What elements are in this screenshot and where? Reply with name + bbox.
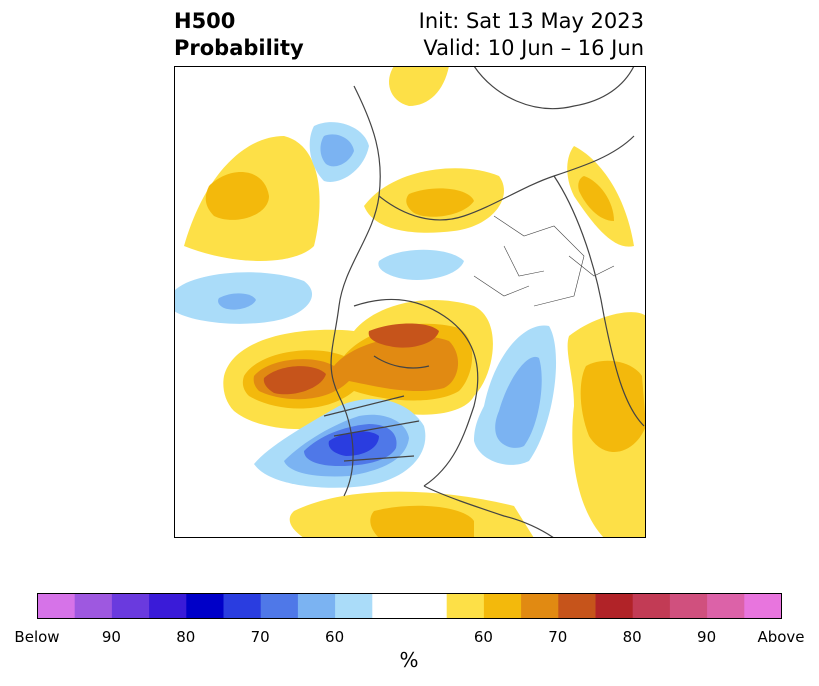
colorbar-swatch bbox=[335, 593, 373, 619]
title-variable: H500 bbox=[174, 9, 236, 33]
below-anomaly-north-pacific bbox=[174, 272, 313, 324]
colorbar-swatch bbox=[521, 593, 559, 619]
below-anomaly-west-atlantic bbox=[474, 325, 557, 465]
colorbar-tick-label: 80 bbox=[622, 628, 642, 646]
above-anomaly-canada bbox=[223, 300, 493, 430]
colorbar-unit-label: % bbox=[399, 648, 419, 672]
colorbar-tick-label: Above bbox=[757, 628, 805, 646]
colorbar-tick-label: 80 bbox=[176, 628, 196, 646]
colorbar-swatch bbox=[260, 593, 299, 619]
colorbar-tick-label: 60 bbox=[473, 628, 493, 646]
colorbar-swatch bbox=[297, 593, 336, 619]
colorbar-tick-label: 90 bbox=[697, 628, 717, 646]
below-anomaly-east-siberia bbox=[309, 122, 369, 182]
colorbar-swatch bbox=[669, 593, 708, 619]
colorbar-swatch bbox=[372, 593, 410, 619]
colorbar-swatch bbox=[223, 593, 262, 619]
colorbar-frame bbox=[37, 593, 782, 619]
colorbar-swatch bbox=[186, 593, 224, 619]
colorbar-swatch bbox=[74, 593, 113, 619]
colorbar-swatch bbox=[446, 593, 485, 619]
valid-range-label: Valid: 10 Jun – 16 Jun bbox=[423, 36, 644, 60]
colorbar-swatch bbox=[595, 593, 634, 619]
coastlines bbox=[323, 66, 645, 538]
map-frame bbox=[174, 66, 646, 538]
colorbar-tick-label: 60 bbox=[325, 628, 345, 646]
map-title: H500 Probability bbox=[174, 8, 304, 62]
map-dates: Init: Sat 13 May 2023 Valid: 10 Jun – 16… bbox=[419, 8, 644, 62]
colorbar-tick-label: 90 bbox=[101, 628, 121, 646]
below-anomaly-arctic-ocean bbox=[378, 249, 464, 281]
colorbar-swatch bbox=[149, 593, 187, 619]
colorbar-swatch bbox=[632, 593, 671, 619]
colorbar bbox=[37, 593, 782, 619]
colorbar-swatch bbox=[707, 593, 745, 619]
above-anomaly-arctic-siberia bbox=[364, 66, 504, 233]
colorbar-tick-label: 70 bbox=[250, 628, 270, 646]
above-anomaly-north-pacific bbox=[184, 136, 320, 261]
colorbar-swatch bbox=[744, 593, 782, 619]
colorbar-tick-label: Below bbox=[14, 628, 60, 646]
title-product: Probability bbox=[174, 36, 304, 60]
above-anomaly-caribbean bbox=[289, 491, 534, 538]
probability-map bbox=[174, 66, 646, 538]
below-anomaly-western-us bbox=[254, 398, 426, 488]
colorbar-swatch bbox=[483, 593, 522, 619]
colorbar-swatch bbox=[111, 593, 150, 619]
colorbar-swatch bbox=[409, 593, 448, 619]
colorbar-swatch bbox=[37, 593, 76, 619]
colorbar-tick-label: 70 bbox=[548, 628, 568, 646]
init-date-label: Init: Sat 13 May 2023 bbox=[418, 9, 644, 33]
country-borders bbox=[473, 215, 615, 307]
colorbar-swatch bbox=[558, 593, 596, 619]
above-anomaly-atlantic-europe bbox=[567, 146, 646, 538]
